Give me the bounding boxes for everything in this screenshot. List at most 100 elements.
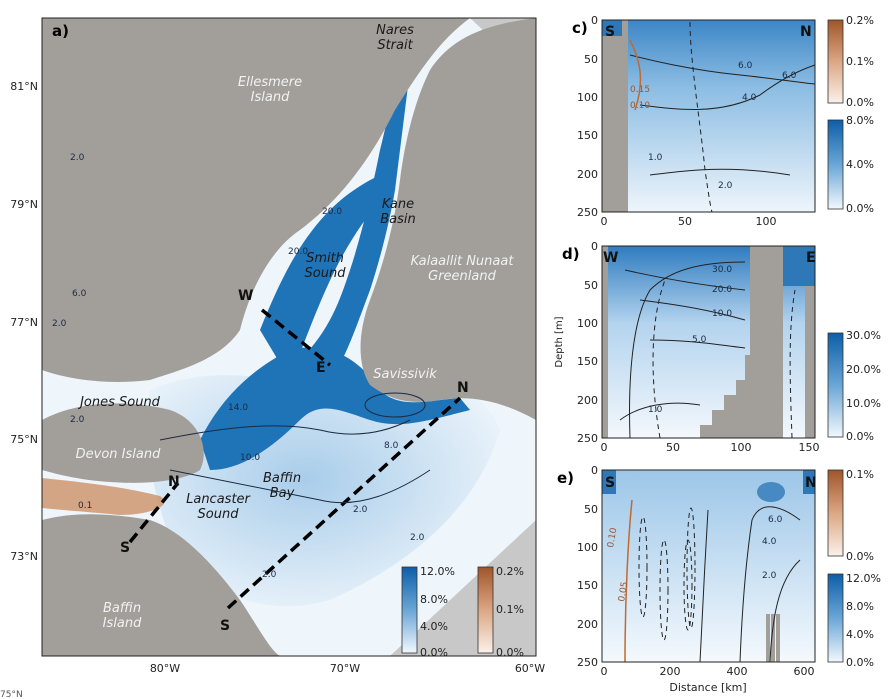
map-panel: a) 81°N 79°N 77°N 75°N 73°N 75°N 80°W 70… [0, 17, 545, 699]
place-label-greenland: Kalaallit Nunaat Greenland [411, 254, 515, 284]
bathymetry-mask [700, 246, 783, 438]
colorbar-tick: 0.1% [846, 55, 874, 68]
y-tick: 50 [584, 53, 598, 66]
contour-label: 20.0 [288, 247, 308, 257]
y-tick: 0 [591, 464, 598, 477]
section-frame [601, 469, 816, 663]
bathymetry-mask [766, 614, 770, 662]
contour-line [769, 559, 801, 663]
colorbar-tick: 0.1% [496, 603, 524, 616]
contour-line [659, 539, 669, 641]
kane-basin-water [260, 175, 390, 380]
bathymetry-mask [805, 286, 815, 438]
transect-lancaster [128, 481, 180, 544]
place-label-kane-basin: Kane Basin [380, 197, 416, 227]
x-tick: 0 [601, 215, 608, 228]
contour-line [649, 339, 746, 349]
colorbar-tick: 12.0% [846, 572, 881, 585]
contour-label: 10.0 [712, 309, 732, 319]
x-tick: 400 [727, 665, 748, 678]
bathymetry-mask [602, 246, 608, 438]
contour-label: 1.0 [648, 405, 663, 415]
contour-label: 2.0 [52, 319, 67, 329]
contour-label: 30.0 [712, 265, 732, 275]
colorbar-tick: 8.0% [420, 593, 448, 606]
y-tick: 200 [577, 618, 598, 631]
colorbar-tick: 4.0% [846, 628, 874, 641]
colorbar-tick: 0.0% [846, 430, 874, 443]
x-tick: 0 [601, 665, 608, 678]
transect-end-label: N [168, 474, 180, 490]
devon-island-land [42, 403, 204, 483]
contour-label: 4.0 [742, 93, 757, 103]
contour-line [639, 299, 746, 321]
section-end-label: S [605, 24, 615, 40]
lat-label: 79°N [10, 198, 38, 211]
outside-domain-region [390, 520, 536, 656]
y-tick: 100 [577, 541, 598, 554]
colorbar-tick: 8.0% [846, 114, 874, 127]
y-tick: 50 [584, 503, 598, 516]
brown-contour-line [624, 499, 633, 663]
contour-label: 6.0 [738, 61, 753, 71]
x-tick: 600 [794, 665, 815, 678]
colorbar-tick: 20.0% [846, 363, 881, 376]
y-tick: 150 [577, 579, 598, 592]
lon-label: 70°W [330, 662, 360, 675]
contour-label: 2.0 [262, 570, 277, 580]
x-tick: 200 [660, 665, 681, 678]
transect-smith-sound [260, 308, 332, 367]
section-panel-d: d) W E Depth [m] 0 50 100 150 200 250 0 … [554, 240, 881, 454]
x-tick: 0 [601, 441, 608, 454]
transect-end-label: N [457, 380, 469, 396]
colorbar-bar [477, 566, 494, 654]
contour-line [159, 419, 411, 441]
colorbar-bar [401, 566, 418, 654]
colorbar-tick: 12.0% [420, 565, 455, 578]
y-tick: 200 [577, 394, 598, 407]
transect-end-label: S [220, 618, 230, 634]
place-label-devon-island: Devon Island [76, 447, 161, 462]
bathymetry-mask [771, 614, 775, 662]
lon-label: 60°W [515, 662, 545, 675]
section-frame [601, 19, 816, 213]
section-background [602, 470, 815, 662]
contour-label: 2.0 [353, 505, 368, 515]
y-tick: 250 [577, 656, 598, 669]
contour-label: 4.0 [762, 537, 777, 547]
section-frame [601, 245, 816, 439]
colorbar-tick: 0.0% [846, 202, 874, 215]
contour-label: 1.0 [648, 153, 663, 163]
contour-line [364, 392, 426, 418]
x-axis-label: Distance [km] [669, 681, 746, 694]
colorbar-tick: 0.0% [846, 656, 874, 669]
y-tick: 50 [584, 279, 598, 292]
lat-label: 73°N [10, 550, 38, 563]
contour-label: 6.0 [72, 289, 87, 299]
contour-label: 6.0 [782, 71, 797, 81]
place-label-nares-strait: Nares Strait [376, 23, 414, 53]
lat-label: 81°N [10, 80, 38, 93]
contour-line [699, 509, 709, 663]
contour-label: 20.0 [322, 207, 342, 217]
surface-patch [803, 470, 815, 494]
y-axis-label: Depth [m] [554, 316, 565, 367]
colorbar-bar [827, 119, 844, 210]
panel-label-a: a) [52, 22, 69, 40]
x-tick: 100 [731, 441, 752, 454]
contour-label: 2.0 [70, 415, 85, 425]
contour-line [689, 21, 713, 213]
map-colorbar-brown: 0.2% 0.1% 0.0% [477, 565, 524, 659]
contour-line [683, 539, 693, 631]
colorbar-tick: 8.0% [846, 600, 874, 613]
bathymetry-mask [776, 614, 780, 662]
place-label-smith-sound: Smith Sound [305, 251, 347, 281]
place-label-ellesmere-island: Ellesmere Island [238, 75, 302, 105]
contour-label: 2.0 [718, 181, 733, 191]
place-label-jones-sound: Jones Sound [77, 395, 161, 410]
contour-label: 14.0 [228, 403, 248, 413]
colorbar-tick: 0.0% [846, 96, 874, 109]
section-end-label: S [605, 475, 615, 491]
contour-label: 8.0 [384, 441, 399, 451]
contour-label: 0.10 [630, 101, 650, 111]
